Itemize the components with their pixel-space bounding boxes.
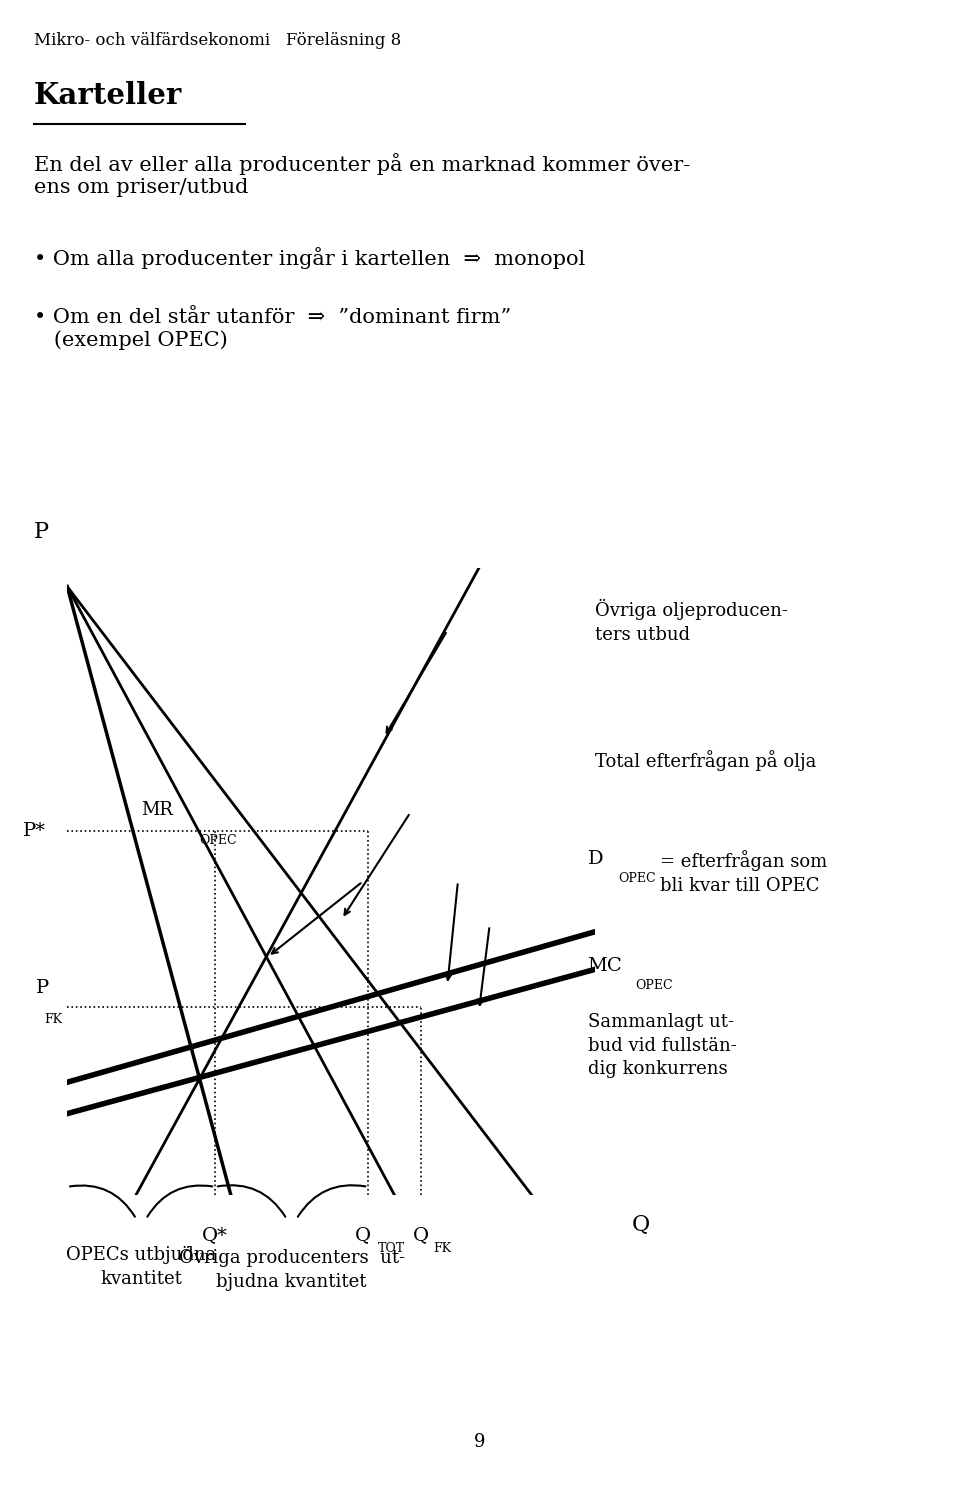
Text: TOT: TOT bbox=[378, 1243, 405, 1255]
Text: D: D bbox=[588, 850, 603, 868]
Text: = efterfrågan som
bli kvar till OPEC: = efterfrågan som bli kvar till OPEC bbox=[660, 850, 828, 895]
Text: FK: FK bbox=[433, 1243, 451, 1255]
Text: Övriga oljeproducen-
ters utbud: Övriga oljeproducen- ters utbud bbox=[595, 599, 788, 644]
Text: MC: MC bbox=[588, 956, 622, 974]
Text: OPEC: OPEC bbox=[636, 979, 673, 992]
Text: Q: Q bbox=[633, 1215, 651, 1236]
Text: FK: FK bbox=[44, 1013, 61, 1026]
Text: OPEC: OPEC bbox=[618, 872, 656, 884]
Text: 9: 9 bbox=[474, 1433, 486, 1451]
Text: Övriga producenters  ut-
bjudna kvantitet: Övriga producenters ut- bjudna kvantitet bbox=[179, 1246, 405, 1291]
Text: P*: P* bbox=[23, 822, 46, 840]
Text: • Om en del står utanför  ⇒  ”dominant firm”
   (exempel OPEC): • Om en del står utanför ⇒ ”dominant fir… bbox=[34, 308, 511, 350]
Text: MR: MR bbox=[141, 801, 173, 819]
Text: Total efterfrågan på olja: Total efterfrågan på olja bbox=[595, 750, 817, 771]
Text: Sammanlagt ut-
bud vid fullstän-
dig konkurrens: Sammanlagt ut- bud vid fullstän- dig kon… bbox=[588, 1013, 736, 1079]
Text: OPEC: OPEC bbox=[200, 834, 237, 847]
Text: Q: Q bbox=[355, 1227, 371, 1245]
Text: P: P bbox=[36, 979, 49, 996]
Text: Karteller: Karteller bbox=[34, 81, 181, 111]
Text: Q: Q bbox=[413, 1227, 429, 1245]
Text: En del av eller alla producenter på en marknad kommer över-
ens om priser/utbud: En del av eller alla producenter på en m… bbox=[34, 154, 690, 197]
Text: Q*: Q* bbox=[203, 1227, 228, 1245]
Text: • Om alla producenter ingår i kartellen  ⇒  monopol: • Om alla producenter ingår i kartellen … bbox=[34, 247, 585, 269]
Text: OPECs utbjudna
kvantitet: OPECs utbjudna kvantitet bbox=[66, 1246, 216, 1288]
Text: P: P bbox=[34, 520, 48, 542]
Text: Mikro- och välfärdsekonomi   Föreläsning 8: Mikro- och välfärdsekonomi Föreläsning 8 bbox=[34, 31, 401, 48]
